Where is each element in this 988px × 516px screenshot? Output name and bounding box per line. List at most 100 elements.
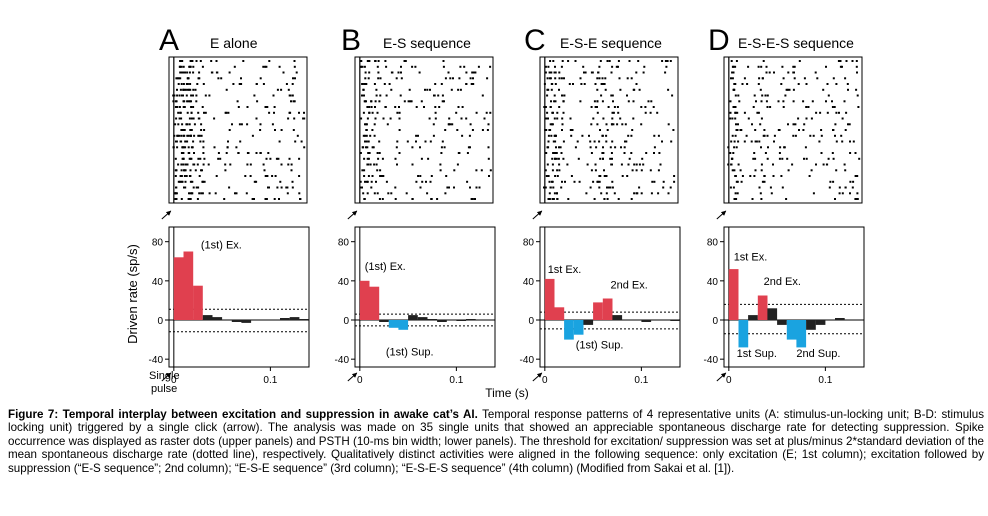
raster-dot <box>262 83 265 85</box>
raster-dot <box>805 83 808 85</box>
raster-dot <box>210 71 213 74</box>
raster-dot <box>829 180 832 183</box>
raster-dot <box>180 65 183 68</box>
psth-bar <box>241 320 252 323</box>
raster-dot <box>596 77 599 80</box>
raster-dot <box>558 106 561 108</box>
raster-dot <box>578 180 581 183</box>
raster-dot <box>560 186 563 189</box>
raster-dot <box>734 106 737 108</box>
raster-dot <box>194 88 197 91</box>
raster-dot <box>455 111 458 114</box>
psth-bar <box>398 320 409 330</box>
raster-dot <box>460 117 463 120</box>
raster-dot <box>851 60 854 62</box>
raster-dot <box>603 175 606 177</box>
panel-letter: B <box>341 24 361 57</box>
raster-dot <box>791 163 794 166</box>
raster-dots <box>727 60 861 200</box>
panel-letter: C <box>524 24 546 57</box>
raster-dot <box>394 198 397 200</box>
raster-dot <box>386 123 389 126</box>
raster-dot <box>611 163 613 166</box>
raster-dot <box>177 83 180 85</box>
raster-dot <box>396 140 399 143</box>
raster-dot <box>453 169 456 172</box>
raster-dot <box>423 106 425 108</box>
raster-dot <box>420 157 423 160</box>
raster-dot <box>673 175 676 177</box>
raster-dot <box>182 152 184 154</box>
raster-dot <box>489 169 492 172</box>
psth-bar <box>173 257 184 320</box>
raster-dot <box>377 60 380 62</box>
raster-dot <box>398 111 401 114</box>
raster-dot <box>180 152 183 154</box>
raster-dot <box>434 111 437 114</box>
raster-dot <box>831 152 834 154</box>
raster-dot <box>834 198 836 200</box>
raster-dot <box>285 186 288 189</box>
raster-frame <box>539 56 679 204</box>
raster-dot <box>820 152 823 154</box>
raster-dot <box>592 180 595 183</box>
x-tick-label: 0 <box>171 375 177 386</box>
raster-dot <box>376 152 379 154</box>
raster-dot <box>488 175 490 177</box>
raster-dot <box>546 94 549 97</box>
raster-dot <box>736 111 739 114</box>
raster-dot <box>290 163 293 166</box>
raster-dot <box>458 77 461 80</box>
raster-dot <box>665 65 668 68</box>
raster-dot <box>737 163 740 166</box>
raster-dot <box>388 83 391 85</box>
raster-dot <box>371 146 374 149</box>
raster-dot <box>299 198 301 200</box>
psth-bar <box>466 319 476 320</box>
psth-bar <box>417 317 428 320</box>
raster-dot <box>833 106 836 108</box>
raster-dot <box>611 186 614 189</box>
raster-dot <box>640 123 643 126</box>
raster-dot <box>434 83 437 85</box>
raster-dot <box>463 65 466 68</box>
raster-dot <box>556 198 559 200</box>
raster-dot <box>611 123 613 126</box>
raster-dot <box>240 123 243 126</box>
raster-dot <box>659 163 662 166</box>
y-tick-label: -40 <box>704 355 719 366</box>
raster-dot <box>390 192 393 195</box>
raster-dot <box>368 71 371 74</box>
raster-dot <box>551 163 554 166</box>
figure-7: A E alone -40 0 40 80 0 0.1 (1st) Ex. B E-S sequen… <box>125 24 865 400</box>
raster-dot <box>844 77 847 80</box>
raster-dot <box>666 60 669 62</box>
raster-dot <box>405 192 408 195</box>
raster-dot <box>367 152 370 154</box>
raster-dot <box>626 77 629 80</box>
raster-dot <box>365 134 368 137</box>
raster-dot <box>545 152 548 154</box>
raster-dot <box>739 169 742 172</box>
raster-dot <box>296 134 299 137</box>
raster-dot <box>396 163 398 166</box>
raster-dot <box>181 60 184 62</box>
raster-dot <box>303 146 306 149</box>
raster-dot <box>486 129 489 131</box>
raster-dot <box>174 123 177 126</box>
raster-dot <box>280 186 283 189</box>
raster-dots <box>172 60 306 200</box>
raster-dot <box>415 180 418 183</box>
psth-bar <box>767 308 778 320</box>
raster-dot <box>448 117 451 120</box>
raster-dot <box>263 169 266 172</box>
raster-dot <box>667 88 670 91</box>
raster-dot <box>630 152 633 154</box>
raster-dot <box>729 152 732 154</box>
raster-dot <box>550 88 553 91</box>
raster-dot <box>403 60 406 62</box>
raster-dot <box>481 129 484 131</box>
raster-dot <box>805 157 808 160</box>
raster-dot <box>730 163 733 166</box>
raster-dot <box>760 65 763 68</box>
